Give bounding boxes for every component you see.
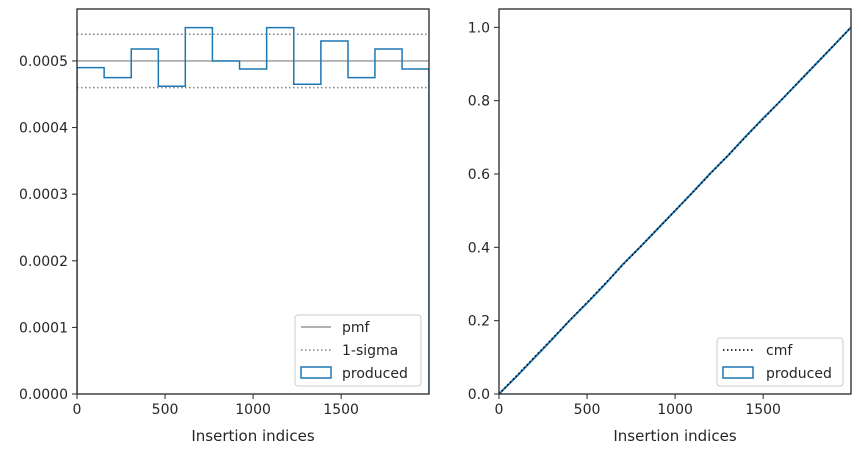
y-tick-label: 0.4 [468, 240, 490, 256]
x-tick-label: 1000 [235, 402, 271, 418]
x-tick-label: 1500 [745, 402, 781, 418]
y-tick-label: 0.0001 [19, 320, 68, 336]
x-tick-label: 1000 [657, 402, 693, 418]
legend-produced-label: produced [766, 366, 832, 382]
plot-area [499, 26, 851, 394]
plot-area [77, 26, 429, 394]
x-tick-label: 0 [73, 402, 82, 418]
legend-cmf-label: cmf [766, 343, 793, 359]
x-tick-label: 500 [152, 402, 179, 418]
legend-box [294, 314, 422, 387]
plot-frame [498, 8, 852, 395]
legend-produced-label: produced [342, 366, 408, 382]
y-tick-label: 0.0005 [19, 54, 68, 70]
y-tick-label: 0.0003 [19, 187, 68, 203]
cmf-line [499, 26, 851, 394]
y-tick-label: 0.0 [468, 387, 490, 403]
y-tick-label: 0.8 [468, 94, 490, 110]
legend-produced-swatch [722, 366, 754, 379]
legend: cmf produced [716, 337, 844, 387]
y-tick-label: 0.0004 [19, 121, 68, 137]
y-tick-label: 1.0 [468, 20, 490, 36]
y-tick-label: 0.0002 [19, 254, 68, 270]
x-tick-label: 1500 [323, 402, 359, 418]
produced-step-series [77, 26, 429, 394]
x-tick-label: 500 [574, 402, 601, 418]
legend-produced-swatch [300, 366, 332, 379]
y-tick-label: 0.2 [468, 314, 490, 330]
y-tick-label: 0.6 [468, 167, 490, 183]
left-panel: 0 500 1000 1500 0.0000 0.0001 0.0002 0.0003 0.00… [19, 8, 430, 445]
y-tick-label: 0.0000 [19, 387, 68, 403]
legend-sigma-label: 1-sigma [342, 343, 398, 359]
legend: pmf 1-sigma produced [294, 314, 422, 387]
legend-pmf-label: pmf [342, 320, 371, 336]
x-tick-label: 0 [495, 402, 504, 418]
right-panel: 0 500 1000 1500 0.0 0.2 0.4 0.6 0.8 1.0 Insertion … [468, 8, 852, 445]
x-axis-label: Insertion indices [613, 427, 736, 445]
x-axis-label: Insertion indices [191, 427, 314, 445]
